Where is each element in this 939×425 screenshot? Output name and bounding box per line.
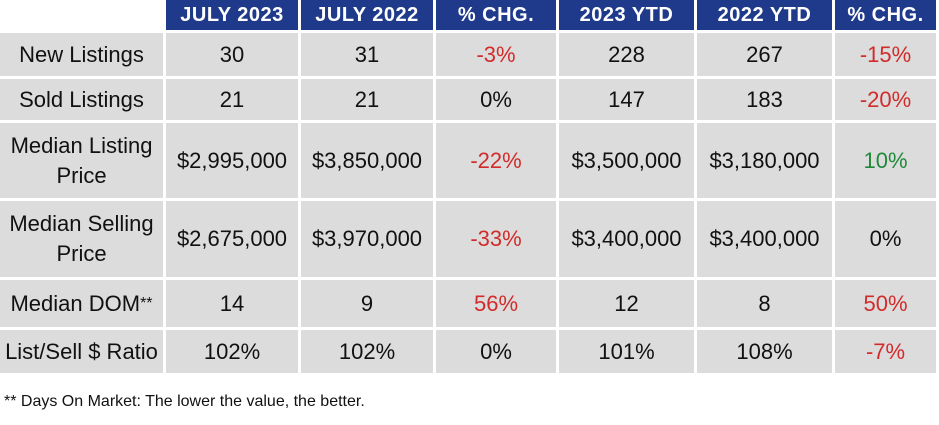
table-cell-change: -22% — [436, 123, 559, 201]
row-label-median-listing-price: Median Listing Price — [0, 123, 166, 201]
table-cell-change: 56% — [436, 280, 559, 330]
row-label-line2: Price — [56, 241, 107, 266]
table-cell: 21 — [301, 79, 436, 123]
table-cell-change: -33% — [436, 201, 559, 280]
table-cell: $3,850,000 — [301, 123, 436, 201]
table-cell-change: -15% — [835, 33, 939, 79]
col-header-ytd-change: % CHG. — [835, 0, 939, 33]
table-cell: 30 — [166, 33, 301, 79]
table-cell-change: 10% — [835, 123, 939, 201]
table-cell-change: 50% — [835, 280, 939, 330]
table-cell: 14 — [166, 280, 301, 330]
footnote-marker: ** — [140, 294, 153, 312]
header-corner — [0, 0, 166, 33]
col-header-monthly-change: % CHG. — [436, 0, 559, 33]
table-cell: 102% — [301, 330, 436, 376]
col-header-july-2022: JULY 2022 — [301, 0, 436, 33]
table-cell: $3,180,000 — [697, 123, 835, 201]
table-cell: 9 — [301, 280, 436, 330]
table-cell-change: -7% — [835, 330, 939, 376]
table-cell: 12 — [559, 280, 697, 330]
row-label-median-dom: Median DOM ** — [0, 280, 166, 330]
col-header-2022-ytd: 2022 YTD — [697, 0, 835, 33]
row-label-new-listings: New Listings — [0, 33, 166, 79]
table-cell: 147 — [559, 79, 697, 123]
table-cell: $3,400,000 — [697, 201, 835, 280]
row-label-line2: Price — [56, 162, 107, 188]
col-header-july-2023: JULY 2023 — [166, 0, 301, 33]
table-cell: 102% — [166, 330, 301, 376]
table-cell: 267 — [697, 33, 835, 79]
table-cell: 31 — [301, 33, 436, 79]
listings-stats-table: JULY 2023 JULY 2022 % CHG. 2023 YTD 2022… — [0, 0, 939, 376]
table-cell: 228 — [559, 33, 697, 79]
table-cell: $2,995,000 — [166, 123, 301, 201]
footnote: ** Days On Market: The lower the value, … — [4, 393, 365, 410]
table-cell: $3,500,000 — [559, 123, 697, 201]
table-cell: 21 — [166, 79, 301, 123]
table-cell-change: 0% — [835, 201, 939, 280]
row-label-list-sell-ratio: List/Sell $ Ratio — [0, 330, 166, 376]
col-header-2023-ytd: 2023 YTD — [559, 0, 697, 33]
table-cell-change: -20% — [835, 79, 939, 123]
table-cell: 108% — [697, 330, 835, 376]
table-cell: 8 — [697, 280, 835, 330]
table-cell: $3,970,000 — [301, 201, 436, 280]
row-label-median-selling-price: Median Selling Price — [0, 201, 166, 280]
table-cell: 101% — [559, 330, 697, 376]
row-label-line1: Median Listing — [10, 132, 153, 158]
table-cell-change: 0% — [436, 330, 559, 376]
row-label-sold-listings: Sold Listings — [0, 79, 166, 123]
table-cell-change: -3% — [436, 33, 559, 79]
row-label-line1: Median Selling — [9, 211, 154, 237]
table-cell: $3,400,000 — [559, 201, 697, 280]
table-cell: $2,675,000 — [166, 201, 301, 280]
row-label-text: Median DOM — [10, 290, 141, 316]
table-cell-change: 0% — [436, 79, 559, 123]
table-cell: 183 — [697, 79, 835, 123]
